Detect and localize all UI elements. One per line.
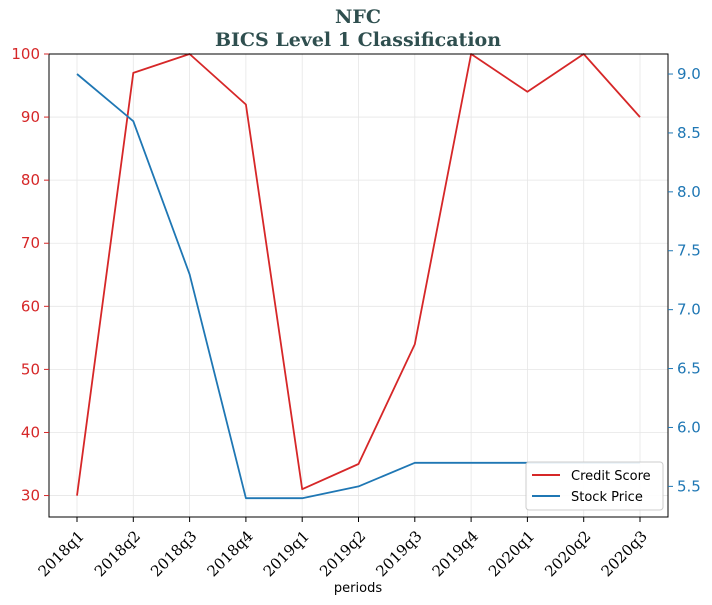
y-axis-left: 30 40 50 60 70 80 90 100 (11, 45, 49, 505)
chart-subtitle: BICS Level 1 Classification (215, 29, 501, 51)
x-tick-label: 2018q2 (91, 527, 144, 580)
x-axis: 2018q1 2018q2 2018q3 2018q4 2019q1 2019q2 2019… (35, 517, 651, 580)
x-tick-label: 2020q3 (598, 527, 651, 580)
y-left-tick-label: 40 (21, 423, 40, 441)
legend-label-credit-score: Credit Score (571, 469, 651, 484)
y-right-tick-label: 8.0 (677, 183, 701, 201)
y-right-tick-label: 6.5 (677, 360, 701, 378)
grid (49, 53, 668, 517)
x-tick-label: 2019q3 (372, 527, 425, 580)
y-right-tick-label: 8.5 (677, 124, 701, 142)
y-left-tick-label: 100 (11, 45, 40, 63)
chart-title: NFC (335, 6, 381, 28)
x-tick-label: 2018q4 (203, 527, 256, 580)
legend: Credit Score Stock Price (525, 461, 664, 511)
y-right-tick-label: 6.0 (677, 418, 701, 436)
y-right-tick-label: 5.5 (677, 477, 701, 495)
x-tick-label: 2019q1 (260, 527, 313, 580)
x-tick-label: 2019q2 (316, 527, 369, 580)
y-right-tick-label: 7.0 (677, 301, 701, 319)
x-tick-label: 2018q3 (147, 527, 200, 580)
y-left-tick-label: 60 (21, 297, 40, 315)
x-tick-label: 2018q1 (35, 527, 88, 580)
legend-label-stock-price: Stock Price (571, 490, 643, 505)
x-tick-label: 2020q2 (541, 527, 594, 580)
legend-box (525, 461, 664, 511)
y-left-tick-label: 30 (21, 487, 40, 505)
y-left-tick-label: 90 (21, 108, 40, 126)
y-axis-right: 5.5 6.0 6.5 7.0 7.5 8.0 8.5 9.0 (668, 65, 701, 495)
y-right-tick-label: 9.0 (677, 65, 701, 83)
y-left-tick-label: 50 (21, 360, 40, 378)
y-left-tick-label: 80 (21, 171, 40, 189)
y-right-tick-label: 7.5 (677, 242, 701, 260)
series-line-credit-score (76, 53, 641, 496)
x-tick-label: 2019q4 (429, 527, 482, 580)
x-tick-label: 2020q1 (485, 527, 538, 580)
y-left-tick-label: 70 (21, 234, 40, 252)
x-axis-label: periods (334, 581, 382, 596)
